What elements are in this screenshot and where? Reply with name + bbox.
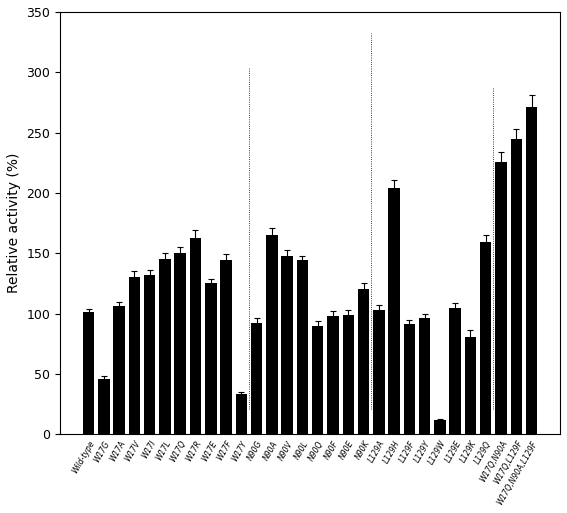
Bar [144,275,155,434]
Bar [465,337,476,434]
Bar [113,306,125,434]
Bar [511,139,522,434]
Bar [404,324,415,434]
Bar [327,316,338,434]
Bar [342,315,354,434]
Bar [496,162,507,434]
Bar [388,188,400,434]
Bar [480,243,492,434]
Bar [236,394,247,434]
Bar [266,235,278,434]
Bar [251,323,263,434]
Bar [450,308,461,434]
Bar [434,420,446,434]
Bar [419,319,430,434]
Bar [281,255,293,434]
Bar [175,253,186,434]
Bar [297,261,308,434]
Bar [98,379,109,434]
Y-axis label: Relative activity (%): Relative activity (%) [7,153,21,293]
Bar [205,283,217,434]
Bar [312,326,323,434]
Bar [221,261,232,434]
Bar [83,312,94,434]
Bar [358,289,369,434]
Bar [190,238,201,434]
Bar [129,278,140,434]
Bar [159,259,171,434]
Bar [373,310,384,434]
Bar [526,107,538,434]
